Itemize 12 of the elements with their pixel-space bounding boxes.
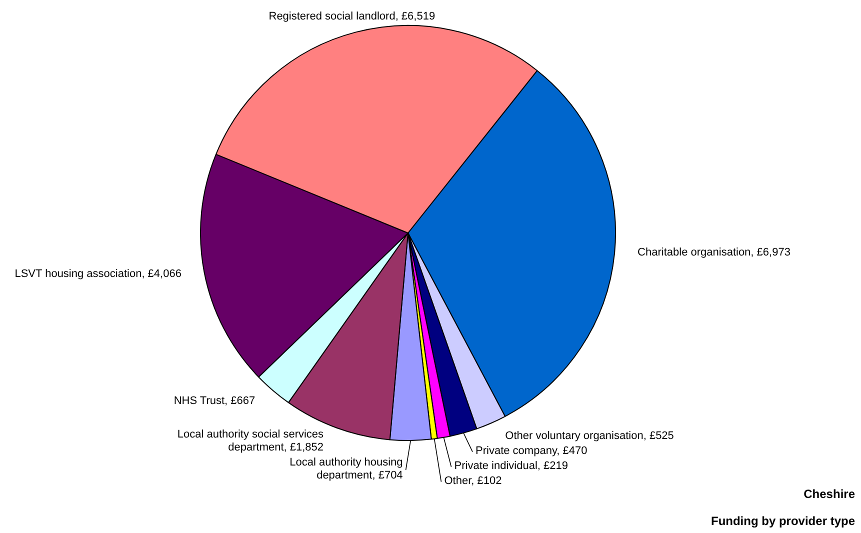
slice-label: Private company, £470 (476, 444, 588, 457)
slice-label: LSVT housing association, £4,066 (14, 268, 182, 280)
slice-label: Other voluntary organisation, £525 (505, 430, 674, 442)
slice-label: Local authority housing department, £704 (290, 456, 403, 482)
slice-label: Registered social landlord, £6,519 (268, 10, 436, 23)
slice-label: NHS Trust, £667 (174, 394, 256, 407)
slice-label: Local authority social services department, £1,852 (177, 428, 324, 454)
text: Cheshire (804, 487, 855, 501)
slice-label: Other, £102 (444, 474, 502, 487)
slice-label: Charitable organisation, £6,973 (638, 246, 790, 259)
slice-label: Private individual, £219 (454, 460, 568, 472)
text: Funding by provider type (710, 514, 855, 528)
